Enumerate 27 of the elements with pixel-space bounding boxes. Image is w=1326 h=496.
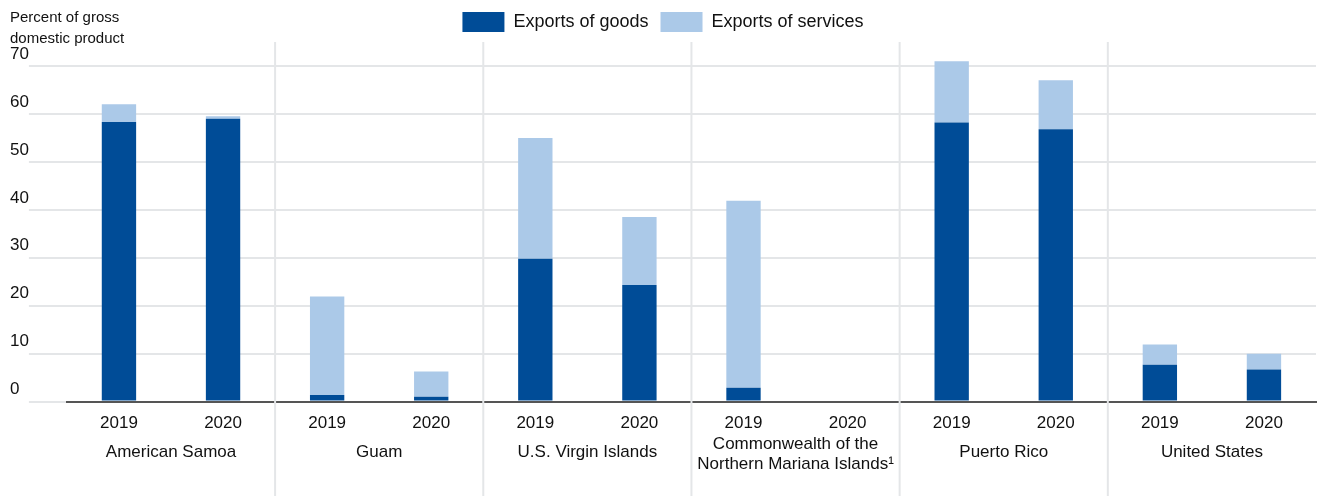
x-tick-label: 2019 (932, 413, 971, 433)
y-tick-label: 50 (10, 139, 29, 159)
y-tick-label: 10 (10, 331, 29, 351)
y-tick-label: 0 (10, 379, 20, 399)
y-tick-label: 30 (10, 235, 29, 255)
y-tick-label: 20 (10, 283, 29, 303)
x-tick-label: 2019 (308, 413, 347, 433)
text: Puerto Rico (959, 441, 1049, 461)
x-tick-label: 2020 (412, 413, 451, 433)
x-tick-label: 2020 (620, 413, 659, 433)
x-tick-label: 2020 (1036, 413, 1075, 433)
x-tick-label: 2020 (1245, 413, 1283, 433)
y-tick-label: 60 (10, 91, 29, 111)
text: U.S. Virgin Islands (517, 441, 658, 461)
x-tick-label: 2020 (204, 413, 242, 433)
x-tick-label: 2019 (100, 413, 138, 433)
text: Guam (356, 441, 403, 461)
x-tick-label: 2019 (1140, 413, 1179, 433)
legend-label: Exports of services (711, 10, 864, 31)
x-tick-label: 2019 (516, 413, 555, 433)
text: American Samoa (105, 441, 237, 461)
x-tick-label: 2020 (828, 413, 867, 433)
x-tick-label: 2019 (724, 413, 763, 433)
legend-label: Exports of goods (513, 10, 649, 31)
text: United States (1160, 441, 1263, 461)
text: Commonwealth of the Northern Mariana Islands¹ (697, 433, 895, 473)
y-tick-label: 40 (10, 187, 29, 207)
